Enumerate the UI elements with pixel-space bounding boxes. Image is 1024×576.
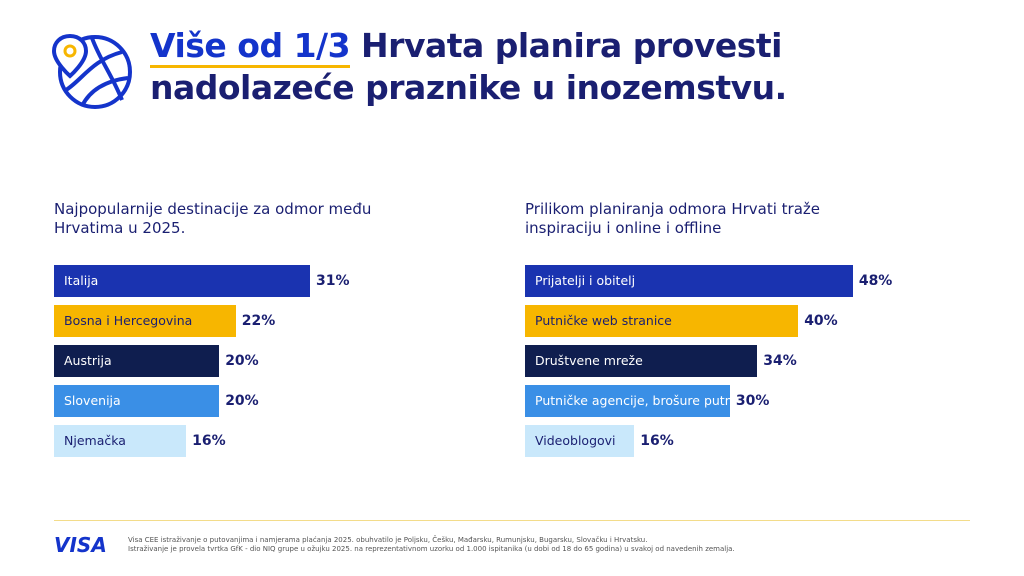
value-label: 40% [804,313,838,329]
visa-logo: VISA [54,533,107,557]
bar [525,305,799,337]
value-label: 22% [241,313,276,329]
bar-label: Austrija [64,353,112,368]
bar [525,385,730,417]
value-label: 20% [225,393,259,409]
bar [54,305,236,337]
bar-label: Videoblogovi [535,433,616,448]
value-label: 16% [640,433,674,449]
chart-title: Najpopularnije destinacije za odmor među… [54,200,372,237]
headline-line2: nadolazeće praznike u inozemstvu. [150,68,787,107]
footnote: Visa CEE istraživanje o putovanjima i na… [128,536,648,544]
bar [54,425,187,457]
bar-label: Društvene mreže [535,353,643,368]
bar-label: Italija [64,273,99,288]
bar-label: Putničke agencije, brošure putničkih age… [535,393,819,408]
bar-label: Putničke web stranice [535,313,672,328]
headline-line1: Više od 1/3 Hrvata planira provesti [150,26,782,68]
bar [525,265,853,297]
headline-text: Hrvata planira provesti [361,26,782,65]
value-label: 34% [763,353,797,369]
bar [54,385,220,417]
bar-label: Slovenija [64,393,121,408]
bar [525,345,758,377]
bar [54,345,220,377]
footnote: Istraživanje je provela tvrtka GfK - dio… [128,545,735,553]
value-label: 48% [858,273,893,289]
headline-highlight: Više od 1/3 [150,26,351,68]
bar-label: Bosna i Hercegovina [64,313,193,328]
value-label: 16% [192,433,226,449]
bar-label: Njemačka [64,433,126,448]
value-label: 31% [316,273,350,289]
footer-rule [54,520,970,521]
bar [525,425,635,457]
value-label: 20% [225,353,259,369]
value-label: 30% [735,393,770,409]
chart-title: Prilikom planiranja odmora Hrvati traže … [525,200,820,237]
bar-label: Prijatelji i obitelj [535,273,636,288]
globe-icon [52,33,132,109]
bar [54,265,311,297]
